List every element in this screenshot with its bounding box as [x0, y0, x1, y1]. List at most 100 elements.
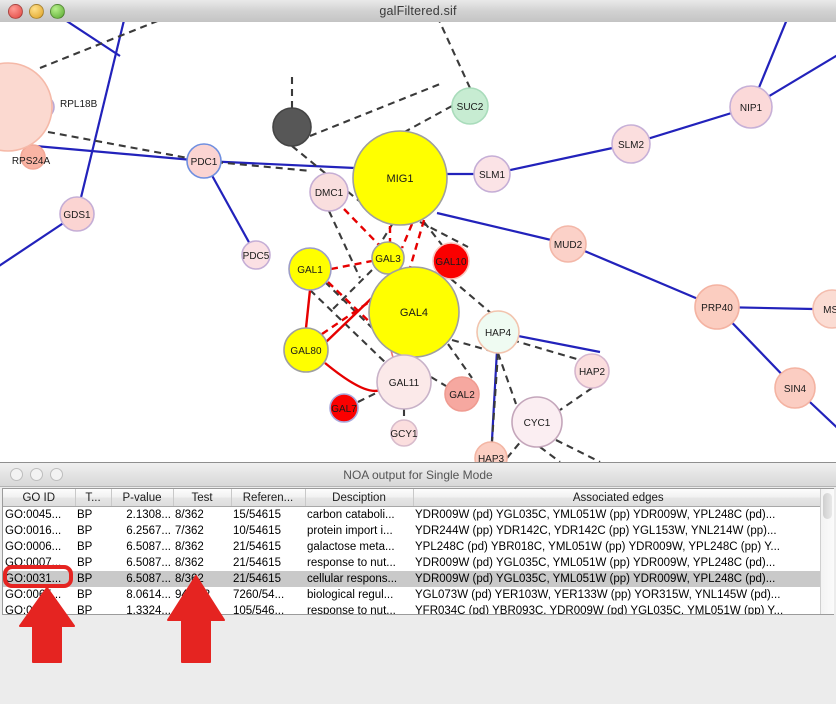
close-button[interactable] — [8, 4, 23, 19]
network-node-mig1[interactable] — [352, 130, 448, 226]
network-node-label: SUC2 — [457, 102, 484, 113]
table-row[interactable]: GO:0045... BP 2.1308... 8/362 15/54615 carbon… — [3, 507, 823, 524]
network-node-hap3[interactable] — [474, 441, 508, 462]
cell-type: BP — [77, 509, 93, 521]
network-node-dmc1[interactable] — [309, 172, 349, 212]
network-node-gal7[interactable] — [329, 393, 359, 423]
network-node-hap2[interactable] — [574, 353, 610, 389]
scrollbar-thumb[interactable] — [823, 493, 832, 519]
network-node-label: PDC5 — [243, 251, 270, 262]
noa-output-dialog: NOA output for Single Mode GO ID T... P-… — [0, 462, 836, 704]
cell-description: carbon cataboli... — [307, 509, 395, 521]
cell-description: biological regul... — [307, 589, 394, 601]
cell-test: 8/362 — [173, 571, 231, 587]
dialog-zoom-button[interactable] — [50, 468, 63, 481]
network-node-cyc1[interactable] — [511, 396, 563, 448]
table-row[interactable]: GO:0031... BP 1.3324... 11/362 105/546... res… — [3, 603, 823, 615]
network-node-slm2[interactable] — [611, 124, 651, 164]
window-controls[interactable] — [8, 4, 65, 19]
go-results-table-container[interactable]: GO ID T... P-value Test Referen... Desci… — [2, 488, 834, 615]
table-row[interactable]: GO:0007... BP 6.5087... 8/362 21/54615 respon… — [3, 555, 823, 571]
dialog-close-button[interactable] — [10, 468, 23, 481]
table-row[interactable]: GO:0031... BP 6.5087... 8/362 21/54615 cellul… — [3, 571, 823, 587]
network-node-gds1[interactable] — [59, 196, 95, 232]
zoom-button[interactable] — [50, 4, 65, 19]
cell-edges: YPL248C (pd) YBR018C, YML051W (pp) YDR00… — [415, 541, 781, 553]
network-node-rps24a[interactable] — [20, 144, 46, 170]
network-nodes — [0, 62, 836, 462]
network-node-label: NIP1 — [740, 103, 763, 114]
cell-description: response to nut... — [307, 557, 396, 569]
network-node-unlabeled[interactable] — [272, 107, 312, 147]
network-node-label: HAP3 — [478, 454, 505, 462]
minimize-button[interactable] — [29, 4, 44, 19]
network-node-sin4[interactable] — [774, 367, 816, 409]
network-node-pdc1[interactable] — [186, 143, 222, 179]
network-node-nip1[interactable] — [729, 85, 773, 129]
cell-test: 8/362 — [175, 541, 204, 553]
cell-pvalue: 2.1308... — [126, 509, 171, 521]
column-header-go-id[interactable]: GO ID — [3, 489, 76, 507]
cell-description: cellular respons... — [305, 571, 413, 587]
cell-go-id: GO:0006... — [5, 541, 62, 553]
table-row[interactable]: GO:0065... BP 8.0614... 94/362 7260/54... bio… — [3, 587, 823, 603]
column-header-p-value[interactable]: P-value — [111, 489, 174, 507]
cell-test: 8/362 — [175, 509, 204, 521]
window-title: galFiltered.sif — [379, 4, 457, 18]
network-node-pdc5[interactable] — [241, 240, 271, 270]
network-node-hap4[interactable] — [476, 310, 520, 354]
network-node-label: MIG1 — [387, 173, 414, 185]
network-node-label: GAL3 — [375, 254, 401, 265]
network-node-label: GAL11 — [389, 378, 420, 389]
dialog-title: NOA output for Single Mode — [343, 467, 493, 482]
network-node-label: GAL4 — [400, 307, 428, 319]
network-node-mud2[interactable] — [549, 225, 587, 263]
column-header-test[interactable]: Test — [173, 489, 232, 507]
table-header-row: GO ID T... P-value Test Referen... Desci… — [3, 489, 823, 507]
network-node-label: DMC1 — [315, 188, 344, 199]
column-header-description[interactable]: Desciption — [305, 489, 414, 507]
cell-reference: 10/54615 — [233, 525, 281, 537]
column-header-associated-edges[interactable]: Associated edges — [413, 489, 823, 507]
network-node-label: GCY1 — [390, 429, 418, 440]
cell-edges: YDR009W (pd) YGL035C, YML051W (pp) YDR00… — [415, 509, 776, 521]
cell-reference: 21/54615 — [231, 571, 305, 587]
network-node-label: GDS1 — [63, 210, 91, 221]
network-node-gal80[interactable] — [283, 327, 329, 373]
network-node-gal1[interactable] — [288, 247, 332, 291]
network-node-msi[interactable] — [812, 289, 836, 329]
network-node-prp40[interactable] — [694, 284, 740, 330]
network-node-unlabeled[interactable] — [0, 62, 53, 152]
network-node-label: CYC1 — [524, 418, 551, 429]
table-vertical-scrollbar[interactable] — [820, 489, 834, 614]
network-node-gal11[interactable] — [376, 354, 432, 410]
dialog-minimize-button[interactable] — [30, 468, 43, 481]
table-row[interactable]: GO:0006... BP 6.5087... 8/362 21/54615 galact… — [3, 539, 823, 555]
column-header-type[interactable]: T... — [75, 489, 112, 507]
network-node-gal3[interactable] — [371, 241, 405, 275]
column-header-reference[interactable]: Referen... — [231, 489, 306, 507]
network-node-suc2[interactable] — [451, 87, 489, 125]
cell-test: 11/362 — [175, 605, 210, 615]
network-node-gal10[interactable] — [432, 242, 470, 280]
network-node-label: SLM1 — [479, 170, 506, 181]
cell-edges: YDR244W (pp) YDR142C, YDR142C (pp) YGL15… — [415, 525, 777, 537]
cell-go-id: GO:0031... — [5, 605, 62, 615]
cell-edges: YDR009W (pd) YGL035C, YML051W (pp) YDR00… — [413, 571, 823, 587]
cell-reference: 105/546... — [233, 605, 285, 615]
cell-description: galactose meta... — [307, 541, 395, 553]
cell-description: protein import i... — [307, 525, 393, 537]
cell-type: BP — [77, 541, 93, 553]
dialog-window-controls[interactable] — [10, 468, 63, 481]
network-node-gal2[interactable] — [444, 376, 480, 412]
network-canvas[interactable]: RPL18B RPS24A GDS1 PDC1 PDC5 DMC1 SUC2 MIG1 SLM1… — [0, 22, 836, 462]
cell-edges: YDR009W (pd) YGL035C, YML051W (pp) YDR00… — [415, 557, 776, 569]
cell-edges: YFR034C (pd) YBR093C, YDR009W (pd) YGL03… — [415, 605, 784, 615]
network-node-slm1[interactable] — [473, 155, 511, 193]
table-row[interactable]: GO:0016... BP 6.2567... 7/362 10/54615 protei… — [3, 523, 823, 539]
network-node-gcy1[interactable] — [390, 419, 418, 447]
network-node-label: SLM2 — [618, 140, 645, 151]
cell-description: response to nut... — [307, 605, 396, 615]
network-node-label: PDC1 — [191, 157, 218, 168]
